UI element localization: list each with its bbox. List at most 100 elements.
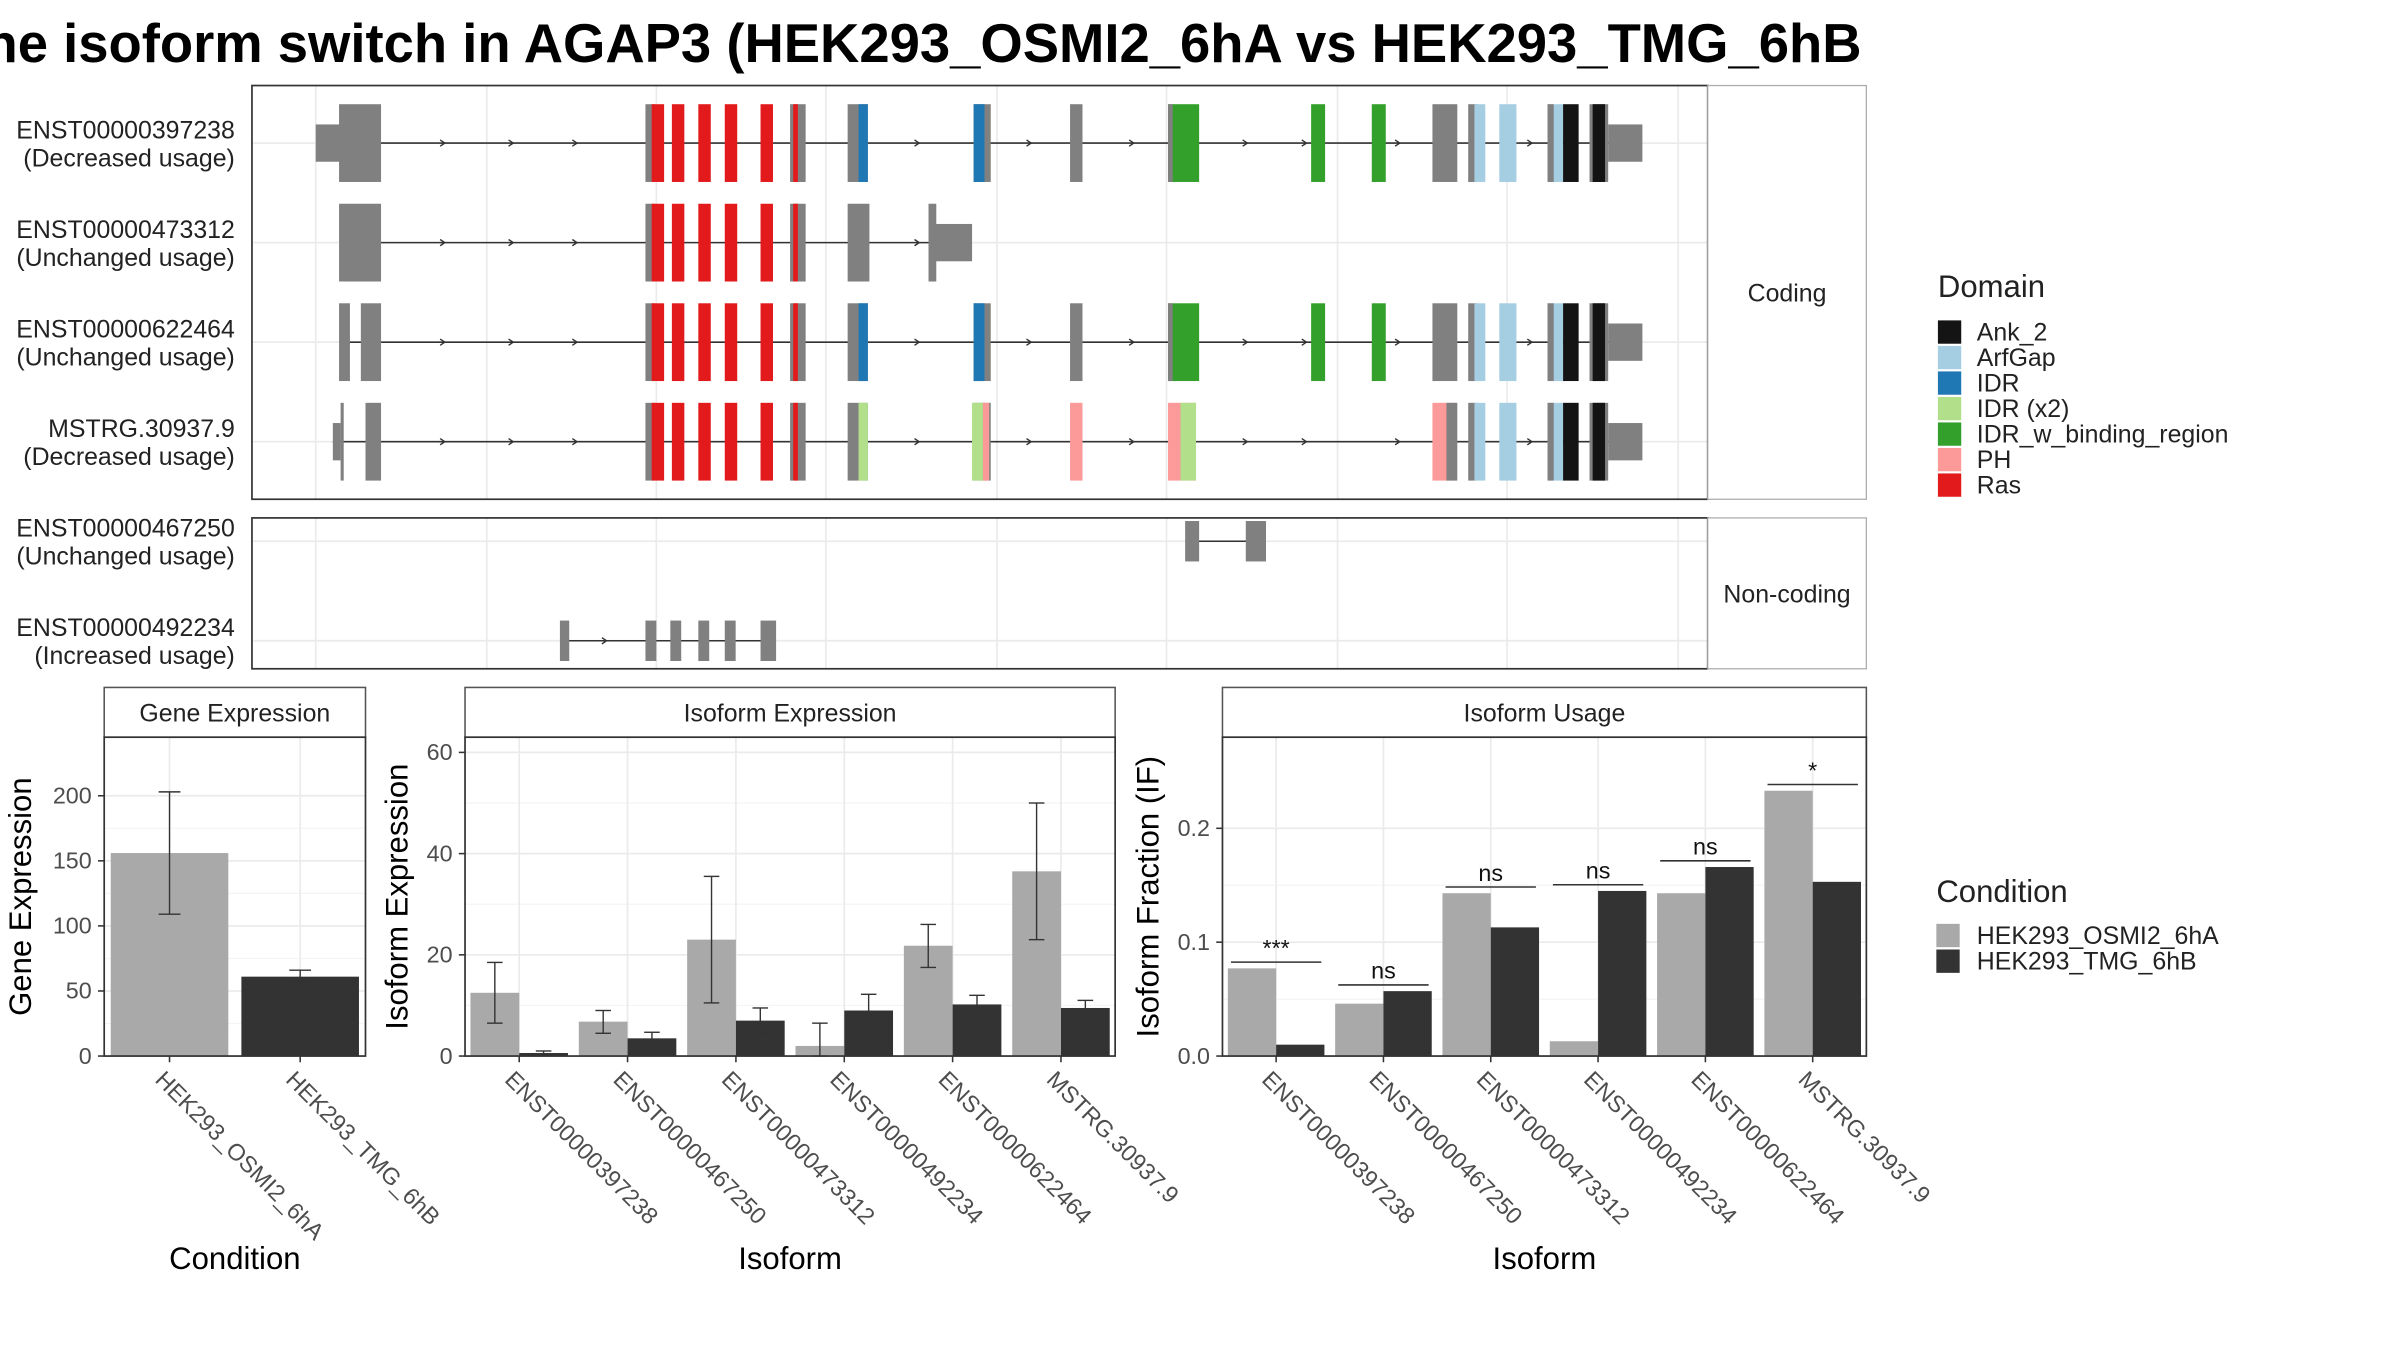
exon-domain-arfgap <box>1499 303 1517 382</box>
exon-domain-ank-2 <box>1592 104 1606 182</box>
exon-domain-ras <box>671 104 685 182</box>
intron-direction-arrow <box>1026 338 1033 346</box>
y-tick-label: 20 <box>427 942 453 968</box>
condition-legend-swatch <box>1936 949 1960 973</box>
exon-domain-idr-w-binding-region <box>1168 104 1200 182</box>
exon-cds <box>1468 104 1478 182</box>
condition-legend-swatch <box>1936 923 1960 948</box>
intron-direction-arrow <box>1394 338 1402 346</box>
exon-cds <box>360 303 382 382</box>
figure-title: he isoform switch in AGAP3 (HEK293_OSMI2… <box>0 13 1862 74</box>
exon-cds <box>1547 104 1554 182</box>
bar-HEK293_TMG_6hB <box>241 976 359 1057</box>
intron-direction-arrow <box>1242 438 1249 446</box>
intron-direction-arrow <box>1128 438 1136 446</box>
exon-noncoding <box>760 620 777 662</box>
intron-direction-arrow <box>508 238 515 247</box>
exon-utr <box>1608 323 1643 361</box>
domain-legend-label: PH <box>1977 446 2012 474</box>
exon-domain-ras <box>698 402 711 481</box>
exon-domain-ras <box>793 303 798 382</box>
exon-domain-ras <box>724 203 738 282</box>
exon-domain-ras <box>698 203 711 282</box>
y-tick-label: 50 <box>66 978 92 1004</box>
intron-direction-arrow <box>914 338 921 346</box>
exon-domain-ank-2 <box>1563 402 1579 481</box>
intron-direction-arrow <box>1526 438 1534 446</box>
exon-utr <box>933 223 973 262</box>
exon-noncoding <box>724 620 736 662</box>
domain-legend-swatch <box>1937 320 1962 344</box>
transcript-usage-label: (Unchanged usage) <box>16 244 234 272</box>
bar-HEK293_TMG_6hB-ENST00000492234 <box>1598 890 1647 1057</box>
bar-HEK293_OSMI2_6hA-ENST00000397238 <box>1227 968 1277 1057</box>
exon-domain-idr-x2 <box>1180 402 1197 481</box>
transcript-usage-label: (Decreased usage) <box>23 144 235 172</box>
intron-direction-arrow <box>601 637 608 645</box>
exon-utr <box>1608 124 1643 162</box>
y-tick-label: 0.1 <box>1178 929 1210 955</box>
bar-HEK293_OSMI2_6hA-ENST00000622464 <box>1657 893 1706 1057</box>
exon-noncoding <box>559 620 570 662</box>
x-axis-title: Isoform <box>1493 1241 1597 1276</box>
bar-HEK293_TMG_6hB-ENST00000467250 <box>627 1038 677 1057</box>
exon-domain-arfgap <box>1499 402 1517 481</box>
y-tick-label: 0 <box>79 1043 92 1069</box>
transcript-usage-label: (Increased usage) <box>34 642 234 670</box>
significance-label: ns <box>1693 834 1718 860</box>
significance-label: ns <box>1586 857 1611 883</box>
bar-HEK293_OSMI2_6hA-ENST00000467250 <box>1335 1003 1384 1057</box>
exon-domain-ras <box>793 203 798 282</box>
domain-legend-swatch <box>1937 422 1962 446</box>
intron-direction-arrow <box>1301 438 1308 446</box>
exon-domain-ank-2 <box>1563 104 1579 182</box>
exon-cds <box>1547 402 1554 481</box>
exon-cds <box>1070 303 1083 382</box>
domain-legend-label: ArfGap <box>1977 344 2056 372</box>
exon-domain-arfgap <box>1474 303 1486 382</box>
exon-cds <box>1468 303 1478 382</box>
exon-domain-ras <box>760 303 773 382</box>
exon-domain-ras <box>760 402 773 481</box>
condition-legend-title: Condition <box>1936 874 2067 909</box>
exon-domain-ras <box>651 104 665 182</box>
intron-direction-arrow <box>1128 139 1136 147</box>
exon-cds <box>1547 303 1554 382</box>
exon-domain-idr-w-binding-region <box>1168 303 1200 382</box>
exon-domain-ras <box>651 303 665 382</box>
exon-domain-ras <box>724 402 738 481</box>
intron-direction-arrow <box>914 238 921 247</box>
domain-legend-label: Ras <box>1977 472 2021 500</box>
intron-direction-arrow <box>508 338 515 346</box>
exon-cds <box>847 203 870 282</box>
bar-HEK293_TMG_6hB-MSTRG.30937.9 <box>1812 881 1861 1057</box>
exon-domain-idr-w-binding-region <box>1371 104 1386 182</box>
bar-HEK293_OSMI2_6hA-ENST00000492234 <box>1549 1041 1599 1057</box>
noncoding-panel-bg <box>251 517 1708 669</box>
transcript-usage-label: (Decreased usage) <box>23 443 235 471</box>
intron-direction-arrow <box>508 139 515 147</box>
exon-noncoding <box>698 620 710 662</box>
exon-domain-idr <box>973 104 985 182</box>
bar-HEK293_TMG_6hB-ENST00000397238 <box>1276 1044 1325 1057</box>
y-axis-title: Isoform Fraction (IF) <box>1131 756 1166 1038</box>
exon-domain-ank-2 <box>1592 303 1606 382</box>
intron-direction-arrow <box>1526 139 1534 147</box>
exon-domain-ras <box>724 303 738 382</box>
panel-strip-title: Isoform Expression <box>684 700 897 728</box>
x-axis-title: Condition <box>169 1241 300 1276</box>
exon-utr <box>315 124 341 162</box>
y-tick-label: 0.0 <box>1178 1043 1210 1069</box>
domain-legend-swatch <box>1937 473 1962 497</box>
exon-cds <box>1432 303 1458 382</box>
intron-direction-arrow <box>439 139 447 147</box>
exon-noncoding <box>670 620 682 662</box>
exon-domain-ras <box>651 402 665 481</box>
panel-border <box>1221 736 1868 1057</box>
y-tick-label: 0 <box>440 1043 453 1069</box>
panel-strip-title: Isoform Usage <box>1464 700 1626 728</box>
exon-domain-ras <box>671 203 685 282</box>
transcript-id-label: ENST00000622464 <box>16 316 235 344</box>
transcript-id-label: ENST00000397238 <box>16 116 235 144</box>
bar-HEK293_TMG_6hB-ENST00000622464 <box>1705 867 1754 1057</box>
